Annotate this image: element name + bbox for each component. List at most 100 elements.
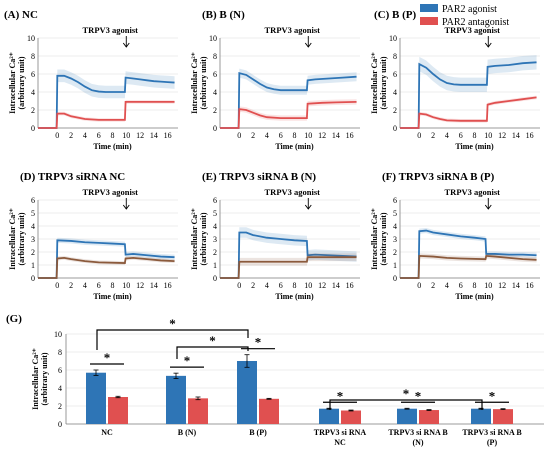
x-tick-label: 16 bbox=[346, 281, 354, 290]
y-tick-label: 0 bbox=[31, 124, 35, 133]
x-tick-label: 16 bbox=[346, 131, 354, 140]
y-tick-label: 3 bbox=[213, 235, 217, 244]
bar-0 bbox=[237, 361, 257, 424]
y-axis-label-line: (arbitrary unit) bbox=[379, 56, 388, 109]
y-tick-label: 4 bbox=[393, 88, 397, 97]
series-band bbox=[220, 253, 357, 278]
x-tick-label: 12 bbox=[318, 281, 326, 290]
x-tick-label: 12 bbox=[498, 131, 506, 140]
y-tick-label: 6 bbox=[393, 196, 397, 205]
y-tick-label: 1 bbox=[31, 261, 35, 270]
y-axis-label-line: (arbitrary unit) bbox=[17, 56, 26, 109]
y-tick-label: 1 bbox=[213, 261, 217, 270]
x-tick-label: 8 bbox=[110, 281, 114, 290]
y-tick-label: 6 bbox=[213, 196, 217, 205]
y-tick-label: 0 bbox=[393, 274, 397, 283]
x-tick-label: 14 bbox=[150, 131, 158, 140]
x-tick-label: 4 bbox=[265, 281, 269, 290]
panel-title: (A) NC bbox=[4, 9, 38, 21]
y-tick-label: 2 bbox=[213, 106, 217, 115]
series-line-0 bbox=[220, 231, 357, 279]
annotation-text: TRPV3 agonist bbox=[445, 25, 501, 35]
x-tick-label: 8 bbox=[472, 281, 476, 290]
series-band bbox=[38, 69, 175, 128]
y-tick-label: 5 bbox=[31, 209, 35, 218]
panel-title: (F) TRPV3 siRNA B (P) bbox=[382, 171, 495, 183]
y-tick-label: 4 bbox=[213, 222, 217, 231]
x-tick-label: 10 bbox=[122, 131, 130, 140]
significance-star: * bbox=[255, 335, 262, 350]
bar-0 bbox=[471, 408, 491, 424]
panel-title: (C) B (P) bbox=[374, 9, 416, 21]
significance-star: * bbox=[169, 316, 176, 331]
series-line-1 bbox=[400, 254, 537, 279]
series-line-1 bbox=[400, 96, 537, 129]
x-tick-label: 14 bbox=[512, 281, 520, 290]
significance-star: * bbox=[337, 388, 344, 403]
y-tick-label: 6 bbox=[31, 196, 35, 205]
x-tick-label: 10 bbox=[122, 281, 130, 290]
series-line-1 bbox=[38, 256, 175, 279]
series-line-1 bbox=[38, 101, 175, 129]
y-axis-label: Intracellular Ca²⁺ (arbitrary unit) bbox=[8, 52, 26, 114]
category-label: (N) bbox=[412, 438, 423, 447]
x-tick-label: 2 bbox=[431, 281, 435, 290]
x-tick-label: 0 bbox=[237, 281, 241, 290]
x-tick-label: 2 bbox=[69, 281, 73, 290]
bar-1 bbox=[341, 410, 361, 424]
bar-1 bbox=[493, 409, 513, 424]
x-tick-label: 12 bbox=[498, 281, 506, 290]
x-tick-label: 2 bbox=[431, 131, 435, 140]
y-axis-label-line: Intracellular Ca²⁺ bbox=[31, 348, 40, 410]
y-axis-label-line: Intracellular Ca²⁺ bbox=[190, 208, 199, 270]
legend-label: PAR2 agonist bbox=[442, 4, 497, 15]
x-tick-label: 16 bbox=[164, 131, 172, 140]
y-tick-label: 2 bbox=[393, 248, 397, 257]
y-tick-label: 4 bbox=[213, 88, 217, 97]
x-axis-label: Time (min) bbox=[93, 292, 132, 301]
annotation-text: TRPV3 agonist bbox=[265, 25, 321, 35]
x-tick-label: 8 bbox=[292, 281, 296, 290]
x-tick-label: 14 bbox=[332, 131, 340, 140]
x-tick-label: 10 bbox=[484, 131, 492, 140]
y-tick-label: 6 bbox=[393, 70, 397, 79]
x-tick-label: 16 bbox=[164, 281, 172, 290]
series-line-0 bbox=[38, 74, 175, 129]
significance-star: * bbox=[415, 388, 422, 403]
x-axis-label: Time (min) bbox=[455, 292, 494, 301]
significance-star: * bbox=[403, 386, 410, 401]
x-tick-label: 10 bbox=[304, 281, 312, 290]
y-tick-label: 5 bbox=[213, 209, 217, 218]
x-tick-label: 0 bbox=[55, 131, 59, 140]
legend-swatch bbox=[420, 4, 438, 12]
legend-swatch bbox=[420, 17, 438, 25]
y-tick-label: 6 bbox=[31, 70, 35, 79]
y-tick-label: 0 bbox=[213, 124, 217, 133]
significance-bracket bbox=[329, 399, 483, 410]
y-axis-label: Intracellular Ca²⁺ (arbitrary unit) bbox=[8, 208, 26, 270]
annotation-arrowhead bbox=[122, 42, 130, 48]
series-band bbox=[400, 55, 537, 128]
y-axis-label-line: (arbitrary unit) bbox=[379, 212, 388, 265]
y-axis-label-line: (arbitrary unit) bbox=[40, 352, 49, 405]
bar-1 bbox=[419, 410, 439, 424]
y-tick-label: 10 bbox=[54, 330, 62, 339]
x-tick-label: 12 bbox=[318, 131, 326, 140]
x-tick-label: 16 bbox=[526, 281, 534, 290]
x-axis-label: Time (min) bbox=[455, 142, 494, 151]
panel-title: (B) B (N) bbox=[202, 9, 245, 21]
y-tick-label: 10 bbox=[389, 34, 397, 43]
category-label: TRPV3 si RNA bbox=[314, 428, 367, 437]
annotation-text: TRPV3 agonist bbox=[265, 187, 321, 197]
x-tick-label: 4 bbox=[265, 131, 269, 140]
x-tick-label: 12 bbox=[136, 131, 144, 140]
x-tick-label: 6 bbox=[97, 131, 101, 140]
x-tick-label: 10 bbox=[304, 131, 312, 140]
y-tick-label: 1 bbox=[393, 261, 397, 270]
significance-star: * bbox=[209, 333, 216, 348]
y-tick-label: 2 bbox=[393, 106, 397, 115]
annotation-arrowhead bbox=[484, 42, 492, 48]
y-axis-label: Intracellular Ca²⁺ (arbitrary unit) bbox=[190, 208, 208, 270]
